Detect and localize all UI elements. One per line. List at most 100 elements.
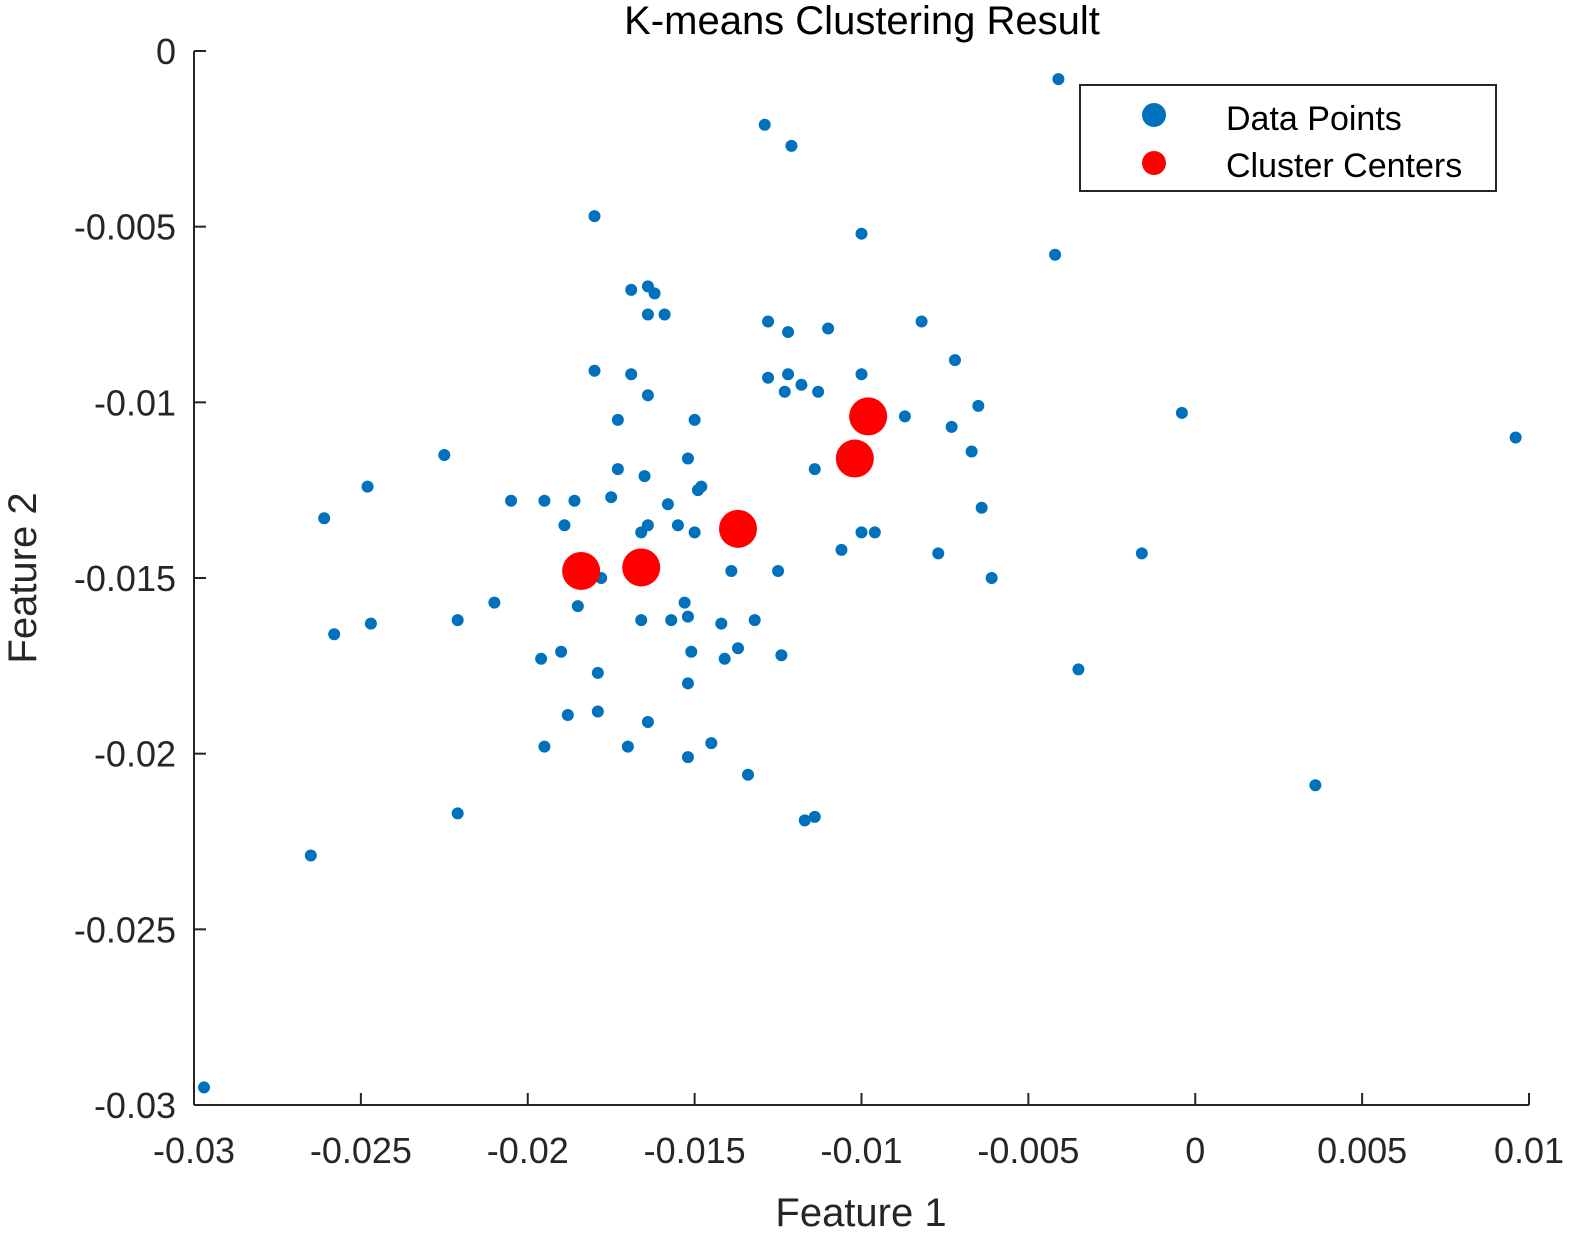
y-axis-ticks: 0 -0.005 -0.01 -0.015 -0.02 -0.025 -0.03 — [74, 31, 206, 1126]
data-point — [762, 371, 775, 384]
data-point — [665, 614, 678, 627]
data-point — [591, 705, 604, 718]
y-tick-label: -0.005 — [74, 207, 176, 248]
data-point — [688, 413, 701, 426]
data-point — [1175, 406, 1188, 419]
data-point — [588, 364, 601, 377]
data-point — [641, 716, 654, 729]
data-point — [611, 413, 624, 426]
data-point — [681, 610, 694, 623]
data-point — [795, 378, 808, 391]
data-point — [808, 463, 821, 476]
data-point — [591, 666, 604, 679]
data-point — [932, 547, 945, 560]
data-point — [364, 617, 377, 630]
data-point — [328, 628, 341, 641]
data-point — [772, 564, 785, 577]
data-point — [588, 210, 601, 223]
data-point — [785, 139, 798, 152]
data-point — [868, 526, 881, 539]
data-point — [538, 494, 551, 507]
data-point — [985, 572, 998, 584]
chart-title: K-means Clustering Result — [624, 0, 1100, 43]
data-point — [782, 368, 795, 381]
data-point — [822, 322, 835, 335]
data-point — [808, 810, 821, 823]
data-point — [438, 449, 451, 462]
data-point — [558, 519, 571, 532]
data-point — [658, 308, 671, 321]
data-point — [625, 368, 638, 381]
data-point — [948, 354, 961, 367]
data-point — [898, 410, 911, 423]
data-point — [1135, 547, 1148, 560]
data-point — [555, 645, 568, 658]
cluster-center — [622, 548, 661, 587]
data-point — [681, 751, 694, 764]
data-point — [641, 389, 654, 402]
legend-marker-data-points — [1142, 103, 1166, 127]
data-point — [451, 807, 464, 820]
data-point — [635, 614, 648, 627]
data-point — [742, 768, 755, 781]
x-tick-label: 0.005 — [1317, 1130, 1407, 1171]
data-point — [568, 494, 581, 507]
data-point — [732, 642, 745, 655]
data-point — [688, 526, 701, 539]
plot-area: -0.03 -0.025 -0.02 -0.015 -0.01 -0.005 0 0.005 0… — [74, 31, 1564, 1171]
cluster-center — [835, 439, 874, 478]
data-point — [681, 452, 694, 465]
legend-marker-cluster-centers — [1142, 151, 1166, 175]
data-point — [975, 501, 988, 514]
data-point — [1509, 431, 1522, 444]
data-point — [715, 617, 728, 630]
data-point — [648, 287, 661, 300]
y-tick-label: -0.02 — [94, 734, 176, 775]
data-point — [571, 600, 584, 613]
cluster-center — [562, 551, 601, 590]
data-point — [678, 596, 691, 609]
cluster-centers-series — [562, 397, 888, 590]
legend: Data Points Cluster Centers — [1079, 84, 1497, 192]
data-point — [685, 645, 698, 658]
data-point — [671, 519, 684, 532]
data-point — [304, 849, 317, 862]
data-point — [965, 445, 978, 458]
data-point — [748, 614, 761, 627]
data-point — [775, 649, 788, 662]
x-tick-label: 0.01 — [1494, 1130, 1564, 1171]
data-point — [505, 494, 518, 507]
data-point — [535, 652, 548, 665]
x-tick-label: 0 — [1185, 1130, 1205, 1171]
data-point — [1052, 73, 1065, 86]
data-point — [605, 491, 618, 504]
data-point — [778, 385, 791, 398]
data-point — [451, 614, 464, 627]
y-tick-label: 0 — [156, 31, 176, 72]
data-point — [915, 315, 928, 328]
data-point — [812, 385, 825, 398]
legend-label-data-points: Data Points — [1226, 100, 1402, 138]
data-point — [538, 740, 551, 753]
data-point — [561, 709, 574, 722]
data-point — [1309, 779, 1322, 792]
data-point — [488, 596, 501, 609]
x-tick-label: -0.03 — [153, 1130, 235, 1171]
data-point — [718, 652, 731, 665]
data-point — [798, 814, 811, 827]
x-axis-ticks: -0.03 -0.025 -0.02 -0.015 -0.01 -0.005 0 0.005 0… — [153, 1093, 1564, 1171]
data-point — [782, 326, 795, 339]
y-tick-label: -0.03 — [94, 1085, 176, 1126]
x-axis-label: Feature 1 — [775, 1191, 946, 1235]
data-point — [361, 480, 374, 493]
data-point — [762, 315, 775, 328]
cluster-center — [849, 397, 888, 436]
y-axis-label: Feature 2 — [1, 492, 45, 663]
data-point — [725, 564, 738, 577]
data-point — [855, 526, 868, 539]
data-point — [198, 1081, 211, 1094]
data-point — [681, 677, 694, 690]
y-tick-label: -0.01 — [94, 382, 176, 423]
data-point — [1072, 663, 1085, 676]
